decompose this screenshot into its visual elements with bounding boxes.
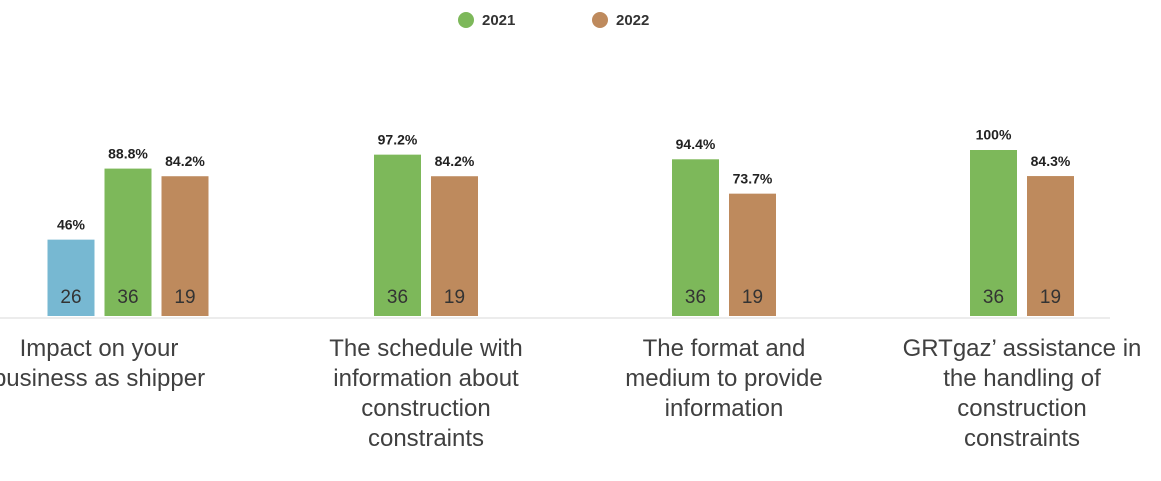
value-label: 88.8% <box>108 145 148 161</box>
count-label: 26 <box>60 287 81 308</box>
bar <box>47 239 95 316</box>
count-label: 36 <box>983 287 1004 308</box>
category-label: The schedule with information about cons… <box>329 335 523 452</box>
value-label: 46% <box>57 216 86 232</box>
bar <box>104 168 152 316</box>
legend-label: 2022 <box>616 12 649 29</box>
count-label: 19 <box>1040 287 1061 308</box>
count-label: 36 <box>685 287 706 308</box>
value-label: 84.2% <box>165 153 205 169</box>
category-label: The format and medium to provide informa… <box>625 335 823 422</box>
bar <box>672 159 719 316</box>
bar <box>374 154 421 316</box>
legend-swatch <box>592 12 608 28</box>
bar <box>970 150 1017 316</box>
legend-label: 2021 <box>482 12 515 29</box>
value-label: 73.7% <box>733 170 773 186</box>
value-label: 84.2% <box>435 153 475 169</box>
category-label: GRTgaz’ assistance in the handling of co… <box>902 335 1142 452</box>
value-label: 100% <box>976 127 1012 143</box>
count-label: 19 <box>742 287 763 308</box>
bar <box>161 176 209 316</box>
value-label: 97.2% <box>378 131 418 147</box>
count-label: 19 <box>444 287 465 308</box>
count-label: 19 <box>174 287 195 308</box>
bar <box>431 176 478 316</box>
category-label: Impact on your business as shipper <box>0 335 206 392</box>
legend-swatch <box>458 12 474 28</box>
count-label: 36 <box>117 287 138 308</box>
bar <box>1027 176 1074 316</box>
value-label: 84.3% <box>1031 153 1071 169</box>
bar <box>729 193 776 316</box>
count-label: 36 <box>387 287 408 308</box>
value-label: 94.4% <box>676 136 716 152</box>
